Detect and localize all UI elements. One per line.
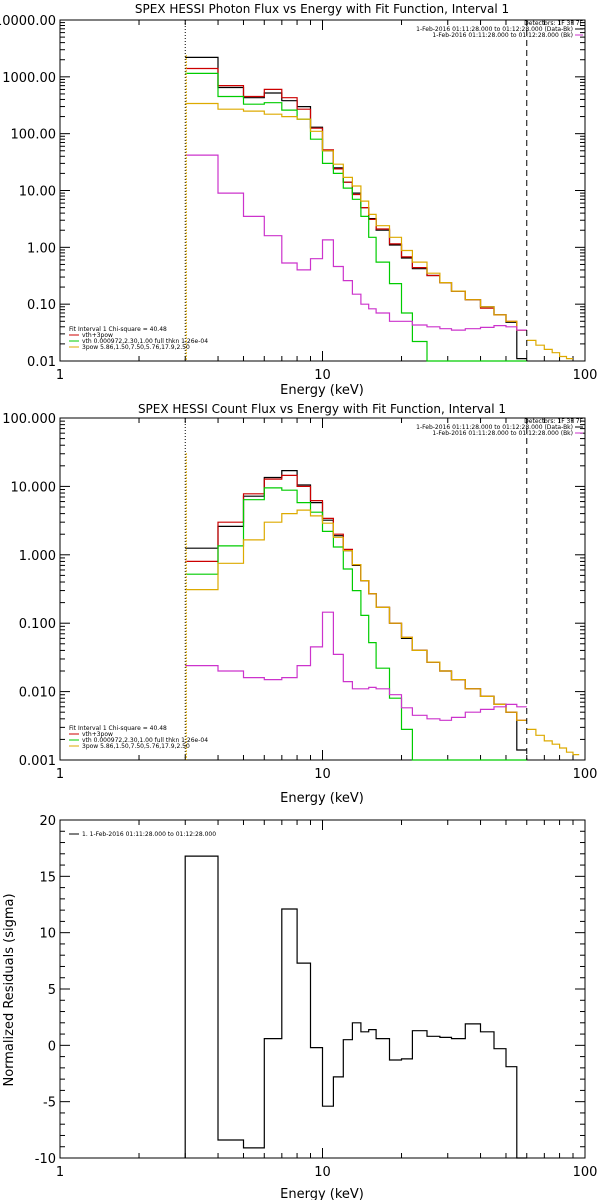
legend-entry: Fit Interval 1 Chi-square = 40.48 [69, 326, 167, 333]
x-axis-label: Energy (keV) [280, 791, 364, 806]
series-line-0 [185, 56, 527, 360]
y-tick-label: 100.00 [11, 128, 57, 143]
y-tick-label: 10.00 [19, 185, 56, 200]
x-tick-label: 10 [314, 368, 331, 383]
legend-entry: Detectors: 1F 3F 7F [524, 418, 583, 425]
y-tick-label: -5 [43, 1096, 56, 1111]
count-flux-panel: SPEX HESSI Count Flux vs Energy with Fit… [2, 402, 597, 806]
y-tick-label: 1.000 [19, 549, 56, 564]
series-line-3 [185, 102, 527, 331]
y-tick-label: 0.100 [19, 617, 56, 632]
y-tick-label: 100.000 [2, 412, 56, 427]
legend-entry: vth 0.000972,2.30,1.00 full thkn 1.26e-0… [82, 338, 208, 345]
x-tick-label: 1 [56, 368, 64, 383]
y-tick-label: 0 [48, 1039, 56, 1054]
x-axis-label: Energy (keV) [280, 383, 364, 398]
legend-entry: 3pow 5.86,1.50,7.50,5.76,17.9,2.50 [82, 344, 190, 351]
y-tick-label: 0.010 [19, 686, 56, 701]
series-line-1 [185, 474, 527, 721]
legend-entry: vth 0.000972,2.30,1.00 full thkn 1.26e-0… [82, 737, 208, 744]
panel-title: SPEX HESSI Count Flux vs Energy with Fit… [138, 402, 506, 416]
plot-area: 1 10 100 -10 -5 0 5 10 15 20 1. 1-Feb-2016 01:11:2… [35, 814, 598, 1180]
x-tick-label: 100 [573, 767, 598, 782]
legend-entry: vth+3pow [82, 332, 113, 339]
y-tick-label: 0.10 [27, 298, 56, 313]
legend-entry: 1-Feb-2016 01:11:28.000 to 01:12:28.000 … [432, 430, 573, 437]
series-tail-line [526, 728, 580, 756]
x-tick-label: 100 [573, 368, 598, 383]
legend-entry: Fit Interval 1 Chi-square = 40.48 [69, 725, 167, 732]
y-tick-label: 5 [48, 983, 56, 998]
series-line-0 [185, 470, 527, 751]
x-tick-label: 10 [314, 767, 331, 782]
y-axis-label: Normalized Residuals (sigma) [2, 893, 17, 1086]
photon-flux-panel: SPEX HESSI Photon Flux vs Energy with Fi… [0, 2, 597, 398]
series-line-4 [185, 154, 527, 331]
y-tick-label: 10 [39, 927, 56, 942]
plot-frame [59, 19, 586, 362]
plot-frame [59, 819, 586, 1159]
legend-entry: vth+3pow [82, 731, 113, 738]
y-tick-label: 10.000 [11, 480, 57, 495]
x-axis-label: Energy (keV) [280, 1187, 364, 1200]
y-tick-label: 0.01 [27, 355, 56, 370]
y-tick-label: 10000.00 [0, 14, 56, 29]
legend-entry: Detectors: 1F 3F 7F [524, 20, 583, 27]
y-tick-label: 1000.00 [2, 71, 56, 86]
series-line-3 [185, 509, 527, 721]
legend-entry: 1-Feb-2016 01:11:28.000 to 01:12:28.000 … [416, 26, 573, 33]
y-tick-label: 1.00 [27, 241, 56, 256]
legend-entry: 1-Feb-2016 01:11:28.000 to 01:12:28.000 … [432, 32, 573, 39]
x-tick-label: 100 [573, 1165, 598, 1180]
plot-area: 1 10 100 0.001 0.010 0.100 1.000 10.000 100.000 D… [2, 412, 597, 782]
series-tail-line [526, 339, 573, 360]
panel-title: SPEX HESSI Photon Flux vs Energy with Fi… [135, 2, 509, 16]
plot-area: 1 10 100 0.01 0.10 1.00 10.00 100.00 1000.00 1000… [0, 14, 597, 383]
series-line-4 [185, 611, 527, 721]
residuals-panel: Energy (keV) Normalized Residuals (sigma… [2, 814, 597, 1200]
legend-entry: 1. 1-Feb-2016 01:11:28.000 to 01:12:28.0… [82, 831, 216, 838]
legend-entry: 1-Feb-2016 01:11:28.000 to 01:12:28.000 … [416, 424, 573, 431]
legend-entry: 3pow 5.86,1.50,7.50,5.76,17.9,2.50 [82, 743, 190, 750]
y-tick-label: 20 [39, 814, 56, 829]
x-tick-label: 1 [56, 767, 64, 782]
x-tick-label: 10 [314, 1165, 331, 1180]
x-tick-label: 1 [56, 1165, 64, 1180]
series-line-2 [185, 72, 527, 362]
series-line-2 [185, 487, 527, 761]
y-tick-label: 15 [39, 870, 56, 885]
y-tick-label: 0.001 [19, 754, 56, 769]
y-tick-label: -10 [35, 1152, 56, 1167]
residual-series-line [184, 855, 527, 1159]
